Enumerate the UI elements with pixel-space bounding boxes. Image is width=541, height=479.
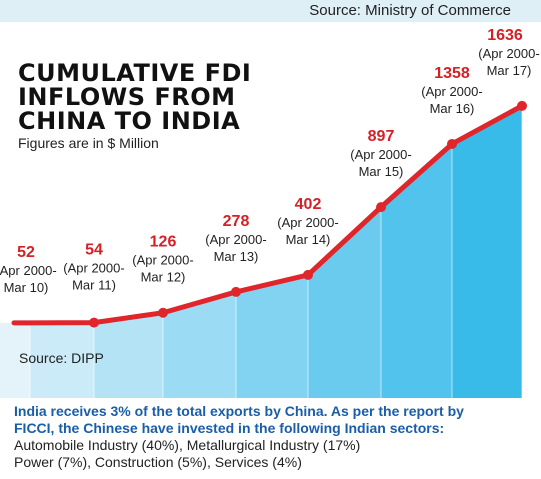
data-point-6	[447, 138, 457, 149]
value-label-4: 402	[295, 196, 322, 213]
value-label-2: 126	[150, 234, 177, 251]
category-label-7-1: Mar 17)	[487, 63, 532, 78]
footer-note: India receives 3% of the total exports b…	[0, 399, 541, 479]
area-segment-6	[381, 143, 452, 398]
trend-line	[11, 100, 527, 328]
area-fill	[0, 105, 523, 399]
data-point-3	[231, 286, 241, 297]
area-segment-7	[452, 105, 522, 399]
category-label-4-0: (Apr 2000-	[277, 215, 338, 230]
footer-line-4: Power (7%), Construction (5%), Services …	[14, 454, 302, 470]
value-label-3: 278	[223, 213, 250, 230]
category-label-0-1: Mar 10)	[4, 280, 49, 295]
category-label-7-0: (Apr 2000-	[478, 46, 539, 61]
data-point-7	[517, 100, 527, 111]
chart-title-line-2: INFLOWS FROM	[18, 83, 236, 111]
data-point-5	[376, 202, 386, 213]
chart-title-line-3: CHINA TO INDIA	[18, 107, 241, 135]
value-label-5: 897	[368, 128, 395, 145]
area-segment-4	[236, 274, 308, 398]
fdi-chart: 52 (Apr 2000- Mar 10) 54 (Apr 2000- Mar 11) 12…	[0, 27, 540, 399]
data-point-4	[303, 269, 313, 280]
category-label-3-1: Mar 13)	[214, 249, 259, 264]
source-bottom: Source: DIPP	[19, 350, 104, 366]
category-label-1-1: Mar 11)	[72, 278, 116, 293]
category-label-5-0: (Apr 2000-	[350, 147, 411, 162]
category-label-1-0: (Apr 2000-	[63, 261, 124, 276]
area-segment-1	[30, 322, 94, 398]
footer-line-1: India receives 3% of the total exports b…	[14, 403, 464, 419]
area-segment-3	[163, 291, 236, 398]
category-label-5-1: Mar 15)	[359, 164, 404, 179]
source-banner: Source: Ministry of Commerce	[0, 0, 541, 22]
category-label-2-0: (Apr 2000-	[132, 253, 193, 268]
value-label-1: 54	[85, 242, 103, 259]
category-label-3-0: (Apr 2000-	[205, 232, 266, 247]
area-segment-5	[308, 207, 381, 398]
data-point-1	[89, 317, 99, 328]
data-point-2	[158, 307, 168, 318]
value-label-6: 1358	[434, 65, 470, 82]
value-label-7: 1636	[487, 27, 523, 44]
category-label-0-0: (Apr 2000-	[0, 263, 57, 278]
area-segment-0	[0, 322, 30, 398]
category-label-6-0: (Apr 2000-	[421, 84, 482, 99]
footer-line-3: Automobile Industry (40%), Metallurgical…	[14, 437, 361, 453]
category-label-4-1: Mar 14)	[286, 232, 331, 247]
chart-subtitle: Figures are in $ Million	[18, 135, 159, 151]
data-labels: 52 (Apr 2000- Mar 10) 54 (Apr 2000- Mar 11) 12…	[0, 27, 540, 295]
value-label-0: 52	[17, 244, 35, 261]
chart-title-line-1: CUMULATIVE FDI	[18, 59, 252, 87]
source-top: Source: Ministry of Commerce	[309, 2, 511, 19]
area-segment-2	[94, 312, 163, 398]
category-label-6-1: Mar 16)	[430, 101, 475, 116]
footer-line-2: FICCI, the Chinese have invested in the …	[14, 420, 445, 436]
category-label-2-1: Mar 12)	[141, 270, 186, 285]
